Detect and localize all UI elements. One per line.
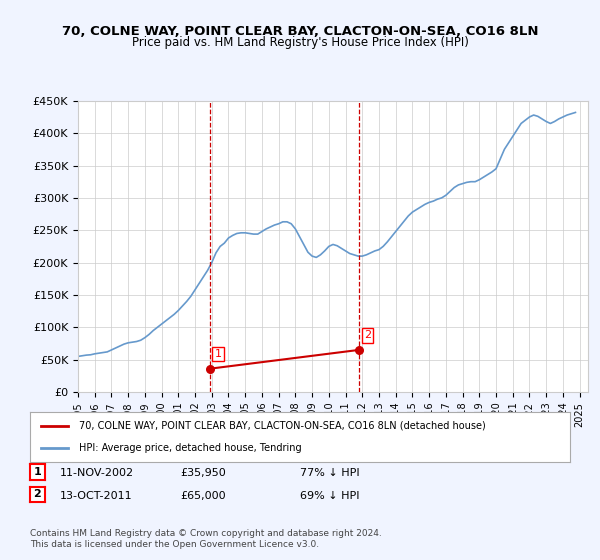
Text: 77% ↓ HPI: 77% ↓ HPI <box>300 468 359 478</box>
Text: £65,000: £65,000 <box>180 491 226 501</box>
Text: Contains HM Land Registry data © Crown copyright and database right 2024.
This d: Contains HM Land Registry data © Crown c… <box>30 529 382 549</box>
Text: £35,950: £35,950 <box>180 468 226 478</box>
Text: 1: 1 <box>215 349 221 359</box>
Text: 13-OCT-2011: 13-OCT-2011 <box>60 491 133 501</box>
Text: 2: 2 <box>364 330 371 340</box>
Text: HPI: Average price, detached house, Tendring: HPI: Average price, detached house, Tend… <box>79 443 301 453</box>
Text: 2: 2 <box>34 489 41 500</box>
Text: 1: 1 <box>34 467 41 477</box>
Point <box>205 364 214 373</box>
Text: 70, COLNE WAY, POINT CLEAR BAY, CLACTON-ON-SEA, CO16 8LN (detached house): 70, COLNE WAY, POINT CLEAR BAY, CLACTON-… <box>79 421 485 431</box>
Text: 69% ↓ HPI: 69% ↓ HPI <box>300 491 359 501</box>
Point <box>354 346 364 354</box>
Text: 11-NOV-2002: 11-NOV-2002 <box>60 468 134 478</box>
Text: Price paid vs. HM Land Registry's House Price Index (HPI): Price paid vs. HM Land Registry's House … <box>131 36 469 49</box>
Text: 70, COLNE WAY, POINT CLEAR BAY, CLACTON-ON-SEA, CO16 8LN: 70, COLNE WAY, POINT CLEAR BAY, CLACTON-… <box>62 25 538 38</box>
